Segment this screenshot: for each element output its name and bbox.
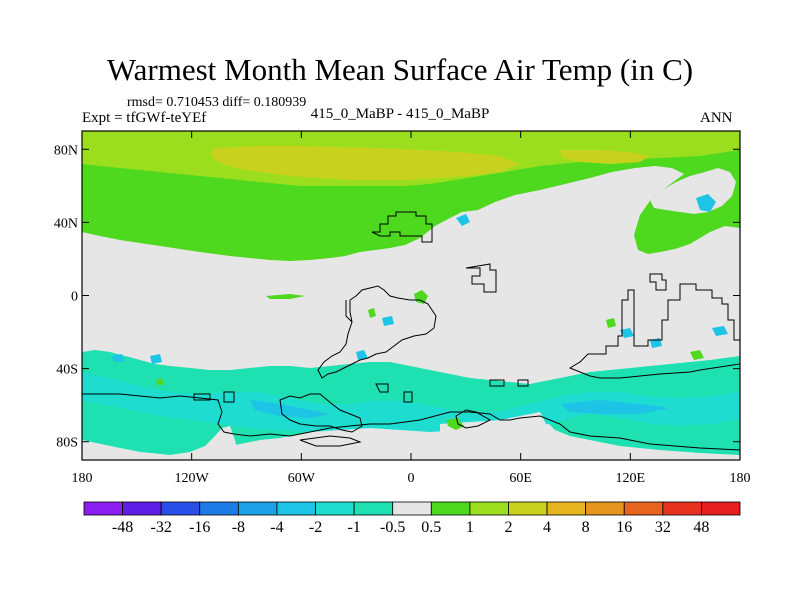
lat-tick-label: 80S (56, 436, 78, 451)
colorbar-swatch (623, 501, 664, 516)
coast-indonesia (568, 283, 741, 379)
colorbar-label: 0.5 (421, 519, 441, 536)
positive-high-region-2 (560, 150, 650, 164)
lat-tick-label: 40S (56, 363, 78, 378)
lon-tick-label: 60E (509, 471, 532, 486)
colorbar-label: -2 (309, 519, 322, 536)
negative-high-region (250, 400, 670, 418)
patch-green-sea (446, 418, 464, 430)
colorbar-swatch (508, 501, 548, 516)
colorbar-label: 32 (655, 519, 671, 536)
colorbar-swatch (701, 501, 741, 516)
stats-label: rmsd= 0.710453 diff= 0.180939 (127, 95, 307, 110)
colorbar-label: -8 (232, 519, 245, 536)
comparison-label: 415_0_MaBP - 415_0_MaBP (310, 106, 490, 122)
colorbar-swatch (430, 501, 471, 516)
latitude-ticks: 80N 40N 0 40S 80S (54, 143, 740, 451)
lon-tick-label: 0 (408, 471, 415, 486)
colorbar-swatch (276, 501, 316, 516)
coast-asia-tibet (371, 211, 433, 243)
coast-southern-ring (82, 393, 741, 451)
colorbar-label: -4 (270, 519, 283, 536)
colorbar-swatch (122, 501, 162, 516)
colorbar-swatch (237, 501, 278, 516)
colorbar-swatch (469, 501, 509, 516)
coast-antarctic-2 (299, 409, 492, 447)
colorbar-label: 48 (693, 519, 709, 536)
patch-cyan-1 (696, 194, 716, 212)
coast-northern-island (649, 273, 667, 291)
lon-tick-label: 60W (288, 471, 316, 486)
lon-tick-label: 120W (175, 471, 210, 486)
coast-caribbean (465, 263, 497, 293)
antarctic-neutral-2 (440, 412, 740, 460)
patch-cyan-2 (456, 214, 470, 226)
colorbar-label: -1 (347, 519, 360, 536)
positive-high-region (210, 146, 520, 180)
colorbar-swatch (392, 501, 432, 516)
colorbar-label: -48 (112, 519, 133, 536)
map-title: Warmest Month Mean Surface Air Temp (in … (106, 52, 694, 87)
colorbar-swatch (585, 501, 625, 516)
coast-america (317, 285, 437, 379)
colorbar-swatch (199, 501, 239, 516)
antarctic-neutral (82, 426, 240, 460)
lat-tick-label: 40N (54, 216, 78, 231)
colorbar-swatch (160, 501, 201, 516)
colorbar-swatch (546, 501, 587, 516)
lon-tick-label: 120E (616, 471, 646, 486)
colorbar-swatch (83, 501, 123, 516)
colorbar-swatch (662, 501, 702, 516)
negative-mid-region (82, 372, 740, 432)
colorbar-label: 16 (616, 519, 632, 536)
coast-antarctic-peninsula (279, 393, 363, 433)
colorbar-swatch (353, 501, 394, 516)
colorbar-label: 4 (543, 519, 551, 536)
patch-atlantic (266, 294, 305, 299)
period-label: ANN (700, 110, 733, 126)
colorbar: -48 -32 -16 -8 -4 -2 -1 -0.5 0.5 1 2 4 8 16 32 48 (83, 501, 741, 536)
coast-patagonia (193, 391, 235, 403)
colorbar-swatch (315, 501, 355, 516)
coast-africa-interior (345, 300, 353, 323)
colorbar-label: 8 (582, 519, 590, 536)
experiment-label: Expt = tfGWf-teYEf (82, 110, 207, 126)
coastlines (82, 211, 741, 451)
coast-south-africa (375, 379, 529, 403)
patch-cyan-ind (620, 326, 728, 348)
colorbar-label: 2 (504, 519, 512, 536)
map-field (82, 131, 740, 460)
colorbar-label: -32 (151, 519, 172, 536)
colorbar-label: -16 (189, 519, 210, 536)
lat-tick-label: 80N (54, 143, 78, 158)
longitude-ticks: 180 120W 60W 0 60E 120E 180 (72, 131, 751, 486)
lat-tick-label: 0 (71, 290, 78, 305)
colorbar-label: 1 (466, 519, 474, 536)
colorbar-label: -0.5 (380, 519, 405, 536)
lon-tick-label: 180 (72, 471, 93, 486)
patch-green-ind (606, 318, 616, 328)
lon-tick-label: 180 (730, 471, 751, 486)
